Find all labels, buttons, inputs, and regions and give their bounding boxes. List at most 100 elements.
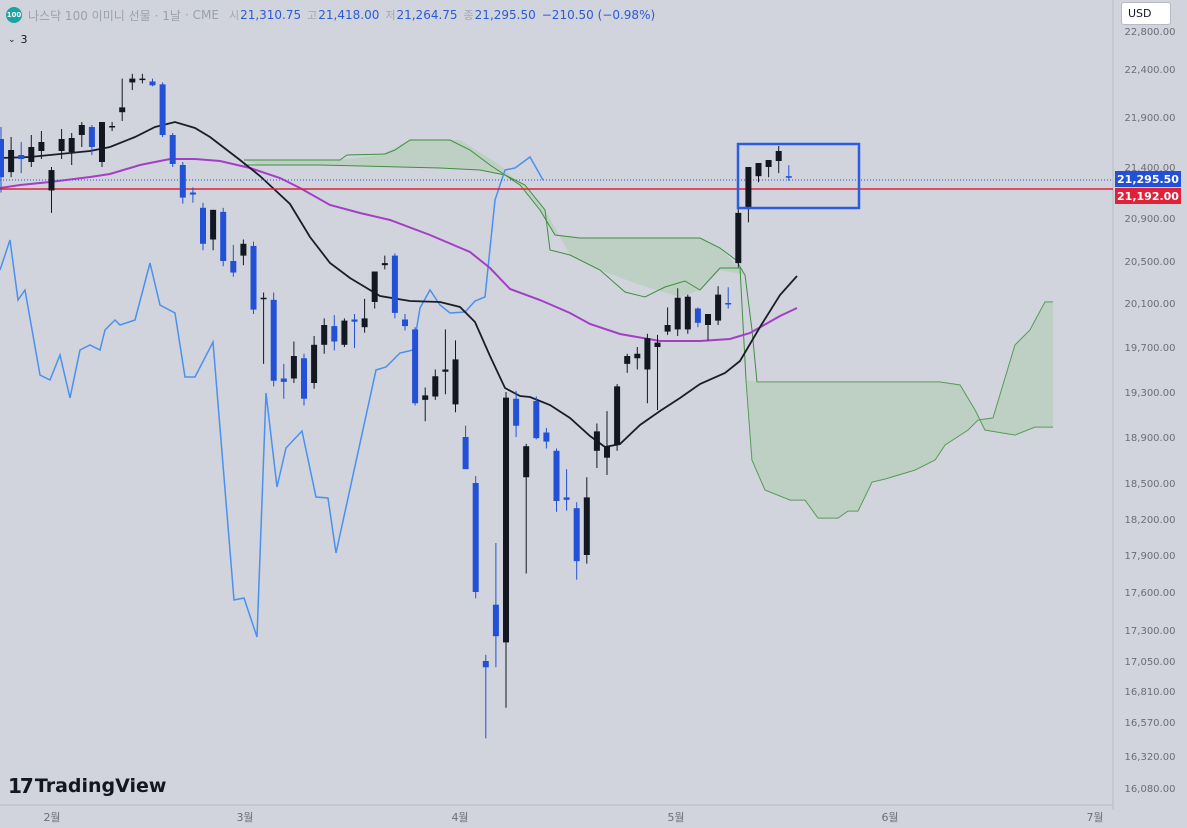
price-axis-tick: 21,400.00 (1125, 163, 1176, 174)
candle-body (644, 338, 651, 370)
candle (533, 396, 540, 440)
price-axis-tick: 21,900.00 (1125, 113, 1176, 124)
candle-body (674, 297, 681, 330)
open-value: 21,310.75 (240, 8, 302, 22)
candle-body (432, 376, 439, 397)
candle-body (705, 314, 711, 325)
candle-body (270, 299, 277, 381)
time-axis[interactable]: 2월 3월 4월 5월 6월 7월 (43, 811, 1103, 824)
candle (149, 78, 156, 87)
candle-body (583, 497, 590, 555)
chevron-down-icon[interactable]: ⌄ (8, 34, 16, 45)
candle (381, 255, 388, 270)
symbol-header: 100 나스닥 100 이미니 선물 · 1날 · CME 시 21,310.75… (6, 6, 655, 24)
candle (8, 137, 15, 178)
candle-body (230, 261, 237, 273)
price-axis-tick: 18,500.00 (1125, 479, 1176, 490)
candle-body (624, 356, 631, 364)
candle (765, 160, 772, 178)
candle-body (573, 508, 580, 562)
candle-body (18, 155, 25, 159)
candle (705, 314, 711, 341)
candle-body (301, 358, 307, 399)
symbol-badge-icon[interactable]: 100 (6, 7, 22, 23)
candle (563, 469, 570, 511)
candle (351, 314, 358, 349)
candle-body (159, 84, 166, 135)
last-price-tag: 21,295.50 (1115, 171, 1181, 187)
candle (371, 271, 378, 309)
candle (109, 122, 116, 131)
time-axis-tick: 5월 (667, 811, 684, 824)
candle (301, 353, 307, 406)
candle (684, 294, 691, 334)
candle (412, 327, 419, 406)
candle-body (422, 395, 429, 400)
candle-body (169, 135, 176, 164)
candle-body (361, 318, 368, 328)
candle-body (321, 325, 328, 345)
candle-body (614, 386, 621, 446)
time-axis-tick: 4월 (451, 811, 468, 824)
candle-body (139, 78, 146, 81)
change-value: −210.50 (−0.98%) (541, 8, 656, 22)
symbol-title[interactable]: 나스닥 100 이미니 선물 (28, 8, 151, 23)
candle-body (311, 344, 318, 383)
candle-body (331, 326, 338, 342)
candle-body (290, 356, 297, 379)
candle (664, 307, 671, 335)
candle (462, 425, 469, 470)
candle (361, 298, 368, 333)
candle-body (58, 139, 65, 151)
price-axis-tick: 17,300.00 (1125, 626, 1176, 637)
candle (503, 392, 509, 708)
tradingview-logo[interactable]: 17 TradingView (8, 774, 166, 798)
price-axis-tick: 17,050.00 (1125, 657, 1176, 668)
candle (472, 476, 479, 599)
candle-body (684, 296, 691, 330)
open-label: 시 (228, 9, 240, 22)
candle-body (503, 397, 509, 643)
time-axis-tick: 3월 (236, 811, 253, 824)
candle-body (442, 369, 449, 372)
price-axis-tick: 16,320.00 (1125, 752, 1176, 763)
candle (250, 241, 257, 314)
long-moving-average (0, 158, 798, 342)
candle-body (341, 320, 348, 345)
candle (523, 443, 530, 574)
candle (119, 78, 126, 121)
currency-button[interactable]: USD (1121, 2, 1171, 25)
price-axis[interactable]: 22,800.00 22,400.00 21,900.00 21,400.00 20,9… (1125, 27, 1176, 795)
candle-body (402, 319, 408, 327)
candle (169, 133, 176, 167)
candle-body (220, 211, 227, 261)
highlight-box[interactable] (736, 142, 861, 210)
time-axis-tick: 2월 (43, 811, 60, 824)
lagging-line (0, 155, 544, 638)
price-axis-tick: 17,600.00 (1125, 588, 1176, 599)
interval-label[interactable]: · 1날 (154, 8, 181, 23)
candle-body (280, 378, 287, 382)
candle (331, 315, 338, 351)
candle-body (240, 243, 247, 256)
indicators-toggle[interactable]: ⌄ 3 (8, 33, 28, 46)
candle-body (775, 151, 782, 161)
candle (311, 336, 318, 389)
candle-body (200, 207, 206, 244)
candle-body (48, 170, 55, 191)
candle-body (694, 308, 701, 323)
candle-body (462, 437, 469, 470)
high-value: 21,418.00 (318, 8, 380, 22)
candle (614, 384, 621, 451)
candle-body (99, 122, 105, 162)
candle (290, 341, 297, 383)
candle (513, 390, 520, 437)
candle (492, 543, 499, 668)
candle (604, 411, 610, 475)
candle-body (109, 126, 116, 128)
indicators-count: 3 (20, 33, 28, 46)
candle (68, 133, 75, 165)
candle-body (513, 398, 520, 426)
candle (422, 387, 429, 422)
